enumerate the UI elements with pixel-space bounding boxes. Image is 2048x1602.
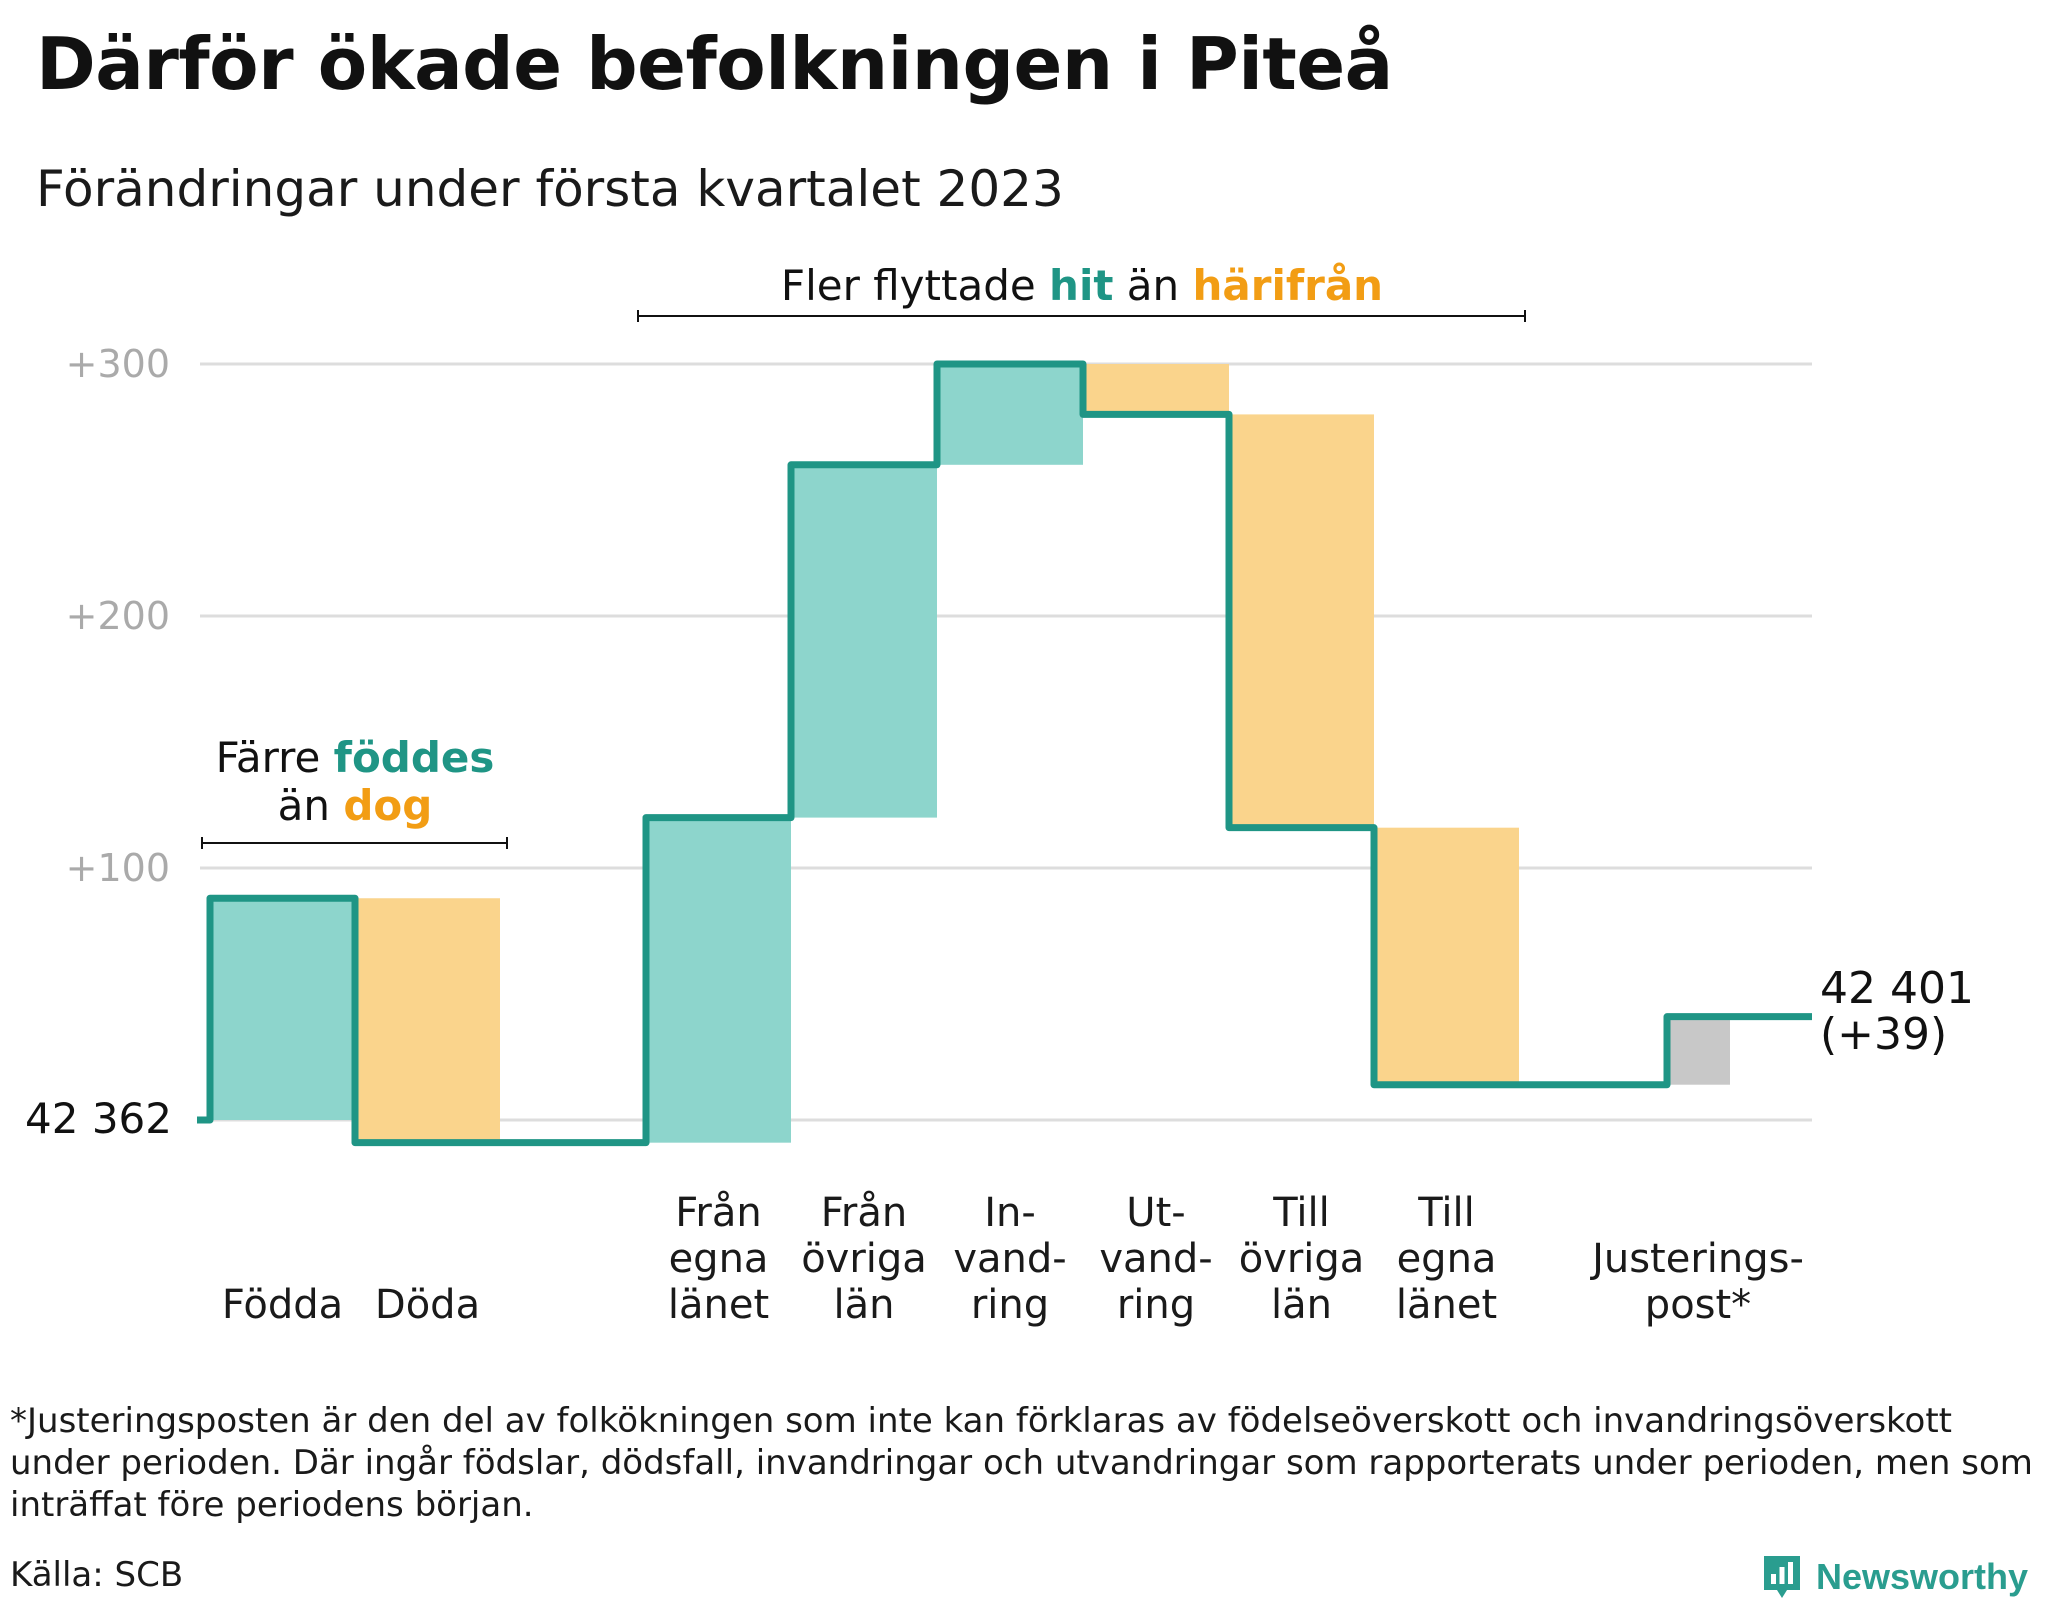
bar-invandring [937, 364, 1083, 465]
newsworthy-logo-icon [1763, 1556, 1800, 1598]
category-label: län [1271, 1282, 1332, 1328]
bar-fodda [210, 898, 355, 1120]
bar-justeringspost [1667, 1016, 1730, 1085]
births-annotation-line2: än dog [278, 781, 433, 830]
category-label: In- [984, 1190, 1036, 1236]
category-label: egna [669, 1236, 769, 1282]
running-total-line [197, 360, 1812, 1147]
bar-utvandring [1083, 364, 1229, 415]
footnote: *Justeringsposten är den del av folkökni… [10, 1401, 2033, 1525]
category-label: länet [668, 1282, 769, 1328]
y-tick-label: +100 [66, 846, 170, 890]
source-label: Källa: SCB [10, 1555, 184, 1595]
brand-name: Newsworthy [1815, 1556, 2028, 1597]
y-tick-label: +200 [66, 594, 170, 638]
category-label: övriga [801, 1236, 927, 1282]
brand-logo: Newsworthy [1760, 1552, 2028, 1602]
category-label: egna [1397, 1236, 1497, 1282]
page-subtitle: Förändringar under första kvartalet 2023 [36, 160, 1064, 218]
category-label: Från [675, 1190, 761, 1236]
end-value-label: 42 401 [1820, 963, 1974, 1014]
category-label: Ut- [1126, 1190, 1185, 1236]
end-change-label: (+39) [1820, 1009, 1947, 1060]
page-title: Därför ökade befolkningen i Piteå [36, 22, 1393, 106]
category-label: länet [1396, 1282, 1497, 1328]
migration-annotation: Fler flyttade hit än härifrån [781, 261, 1383, 310]
category-label: Födda [222, 1282, 343, 1328]
labels: Födda DödaFrånegnalänetFrånövrigalänIn-va… [25, 963, 1974, 1328]
category-label: län [834, 1282, 895, 1328]
bar-doda [355, 898, 500, 1143]
category-label: övriga [1239, 1236, 1365, 1282]
category-label: Från [821, 1190, 907, 1236]
waterfall-chart: +100+200+300 Födda DödaFrånegnalänetFrånö… [25, 261, 1974, 1328]
bar-franovrigalan [791, 464, 937, 818]
category-label: Till [1417, 1190, 1475, 1236]
bar-tillegnalanet [1374, 827, 1519, 1085]
category-label: post* [1645, 1282, 1751, 1328]
bars [210, 364, 1730, 1143]
start-value-label: 42 362 [25, 1094, 172, 1143]
bar-tillovrigalan [1229, 414, 1374, 828]
category-label: ring [971, 1282, 1049, 1328]
category-label: vand- [953, 1236, 1066, 1282]
running-total-line [197, 360, 1812, 1147]
category-label: Till [1272, 1190, 1330, 1236]
births-annotation-line1: Färre föddes [216, 733, 495, 782]
category-label: vand- [1099, 1236, 1212, 1282]
category-label: ring [1117, 1282, 1195, 1328]
category-label: Justerings- [1589, 1236, 1804, 1282]
bar-franegnalanet [646, 817, 791, 1143]
y-tick-label: +300 [66, 342, 170, 386]
category-label: Döda [375, 1282, 480, 1328]
